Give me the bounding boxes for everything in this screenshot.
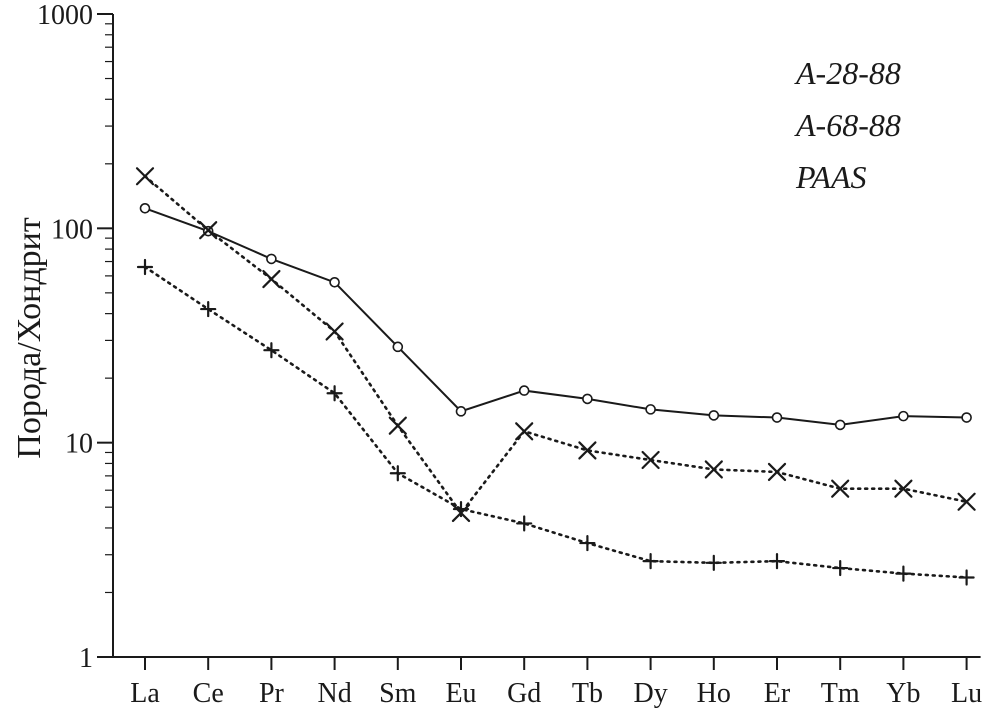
x-marker	[704, 460, 723, 479]
plus-marker	[136, 258, 154, 276]
plus-marker	[768, 553, 786, 570]
series-line	[143, 174, 968, 516]
x-tick-label: Yb	[886, 678, 920, 709]
x-marker	[578, 441, 597, 460]
plus-marker	[642, 553, 659, 570]
circle-marker	[455, 406, 467, 417]
x-marker-stroke	[325, 322, 344, 341]
circle-marker	[834, 419, 846, 431]
circle-marker	[645, 404, 656, 415]
x-marker-stroke	[704, 460, 723, 479]
axes: 1 10 100 1000 La Ce Pr Nd Sm Eu Gd Tb Dy Ho Er Tm Yb Lu	[37, 0, 982, 709]
circle-marker	[518, 385, 530, 396]
x-marker-stroke	[767, 462, 787, 482]
x-marker	[831, 479, 850, 498]
series-layer	[135, 167, 976, 586]
y-tick-label: 1000	[37, 0, 93, 31]
plus-marker	[389, 465, 406, 482]
plus-marker	[263, 342, 280, 359]
series-A-68-88	[135, 167, 976, 523]
circle-marker	[898, 410, 909, 422]
legend-entry: A-28-88	[794, 55, 901, 91]
x-marker	[135, 167, 155, 186]
x-tick-label: La	[130, 678, 160, 709]
series-A-28-88	[139, 203, 972, 431]
legend: A-28-88 A-68-88 PAAS	[794, 55, 901, 195]
x-marker	[641, 450, 660, 470]
series-line	[143, 265, 968, 579]
x-marker	[957, 492, 976, 511]
circle-marker	[708, 410, 720, 421]
x-tick-label: Ce	[193, 678, 224, 709]
plus-marker	[958, 569, 975, 586]
x-tick-label: Gd	[507, 678, 541, 709]
x-tick-label: Dy	[633, 678, 667, 709]
x-marker	[388, 416, 407, 435]
circle-marker	[329, 277, 340, 288]
y-tick-label: 10	[65, 429, 93, 460]
x-marker	[515, 422, 534, 441]
x-tick-label: Lu	[951, 678, 982, 709]
circle-marker	[771, 412, 783, 423]
x-marker-stroke	[515, 422, 534, 441]
series-line	[144, 207, 967, 426]
x-marker-stroke	[641, 450, 660, 470]
plus-marker	[326, 385, 343, 402]
circle-marker	[961, 412, 972, 423]
plus-marker	[895, 565, 912, 582]
x-marker-stroke	[578, 441, 597, 460]
x-marker	[199, 221, 218, 240]
x-marker-stroke	[957, 492, 976, 511]
x-marker	[894, 479, 913, 498]
series-PAAS	[136, 258, 975, 586]
x-tick-label: Eu	[445, 678, 476, 709]
x-tick-label: Pr	[259, 678, 285, 709]
x-marker-stroke	[831, 479, 850, 498]
plus-marker	[832, 559, 849, 577]
x-marker	[325, 322, 344, 341]
x-tick-label: Er	[764, 678, 791, 709]
x-marker-stroke	[894, 479, 913, 498]
plus-marker	[452, 500, 470, 518]
x-tick-label: Ho	[697, 678, 731, 709]
circle-marker	[392, 341, 404, 353]
x-marker	[262, 269, 281, 289]
circle-marker	[139, 203, 151, 214]
plus-marker	[705, 554, 722, 571]
x-tick-label: Tb	[572, 678, 603, 709]
x-tick-label: Nd	[317, 678, 351, 709]
y-tick-label: 100	[51, 214, 93, 245]
plus-marker	[579, 534, 596, 552]
legend-entry: PAAS	[795, 159, 867, 195]
plus-marker	[516, 515, 533, 532]
y-tick-label: 1	[79, 643, 93, 674]
legend-entry: A-68-88	[794, 107, 901, 143]
plus-marker	[200, 300, 217, 318]
x-marker	[767, 462, 787, 482]
circle-marker	[266, 253, 277, 265]
x-marker-stroke	[135, 167, 155, 186]
circle-marker	[582, 393, 593, 405]
x-marker-stroke	[388, 416, 407, 435]
x-tick-label: Tm	[821, 678, 860, 709]
x-marker-stroke	[199, 221, 218, 240]
y-axis-title: Порода/Хондрит	[11, 217, 48, 459]
x-tick-label: Sm	[379, 678, 417, 709]
x-marker-stroke	[262, 269, 281, 289]
